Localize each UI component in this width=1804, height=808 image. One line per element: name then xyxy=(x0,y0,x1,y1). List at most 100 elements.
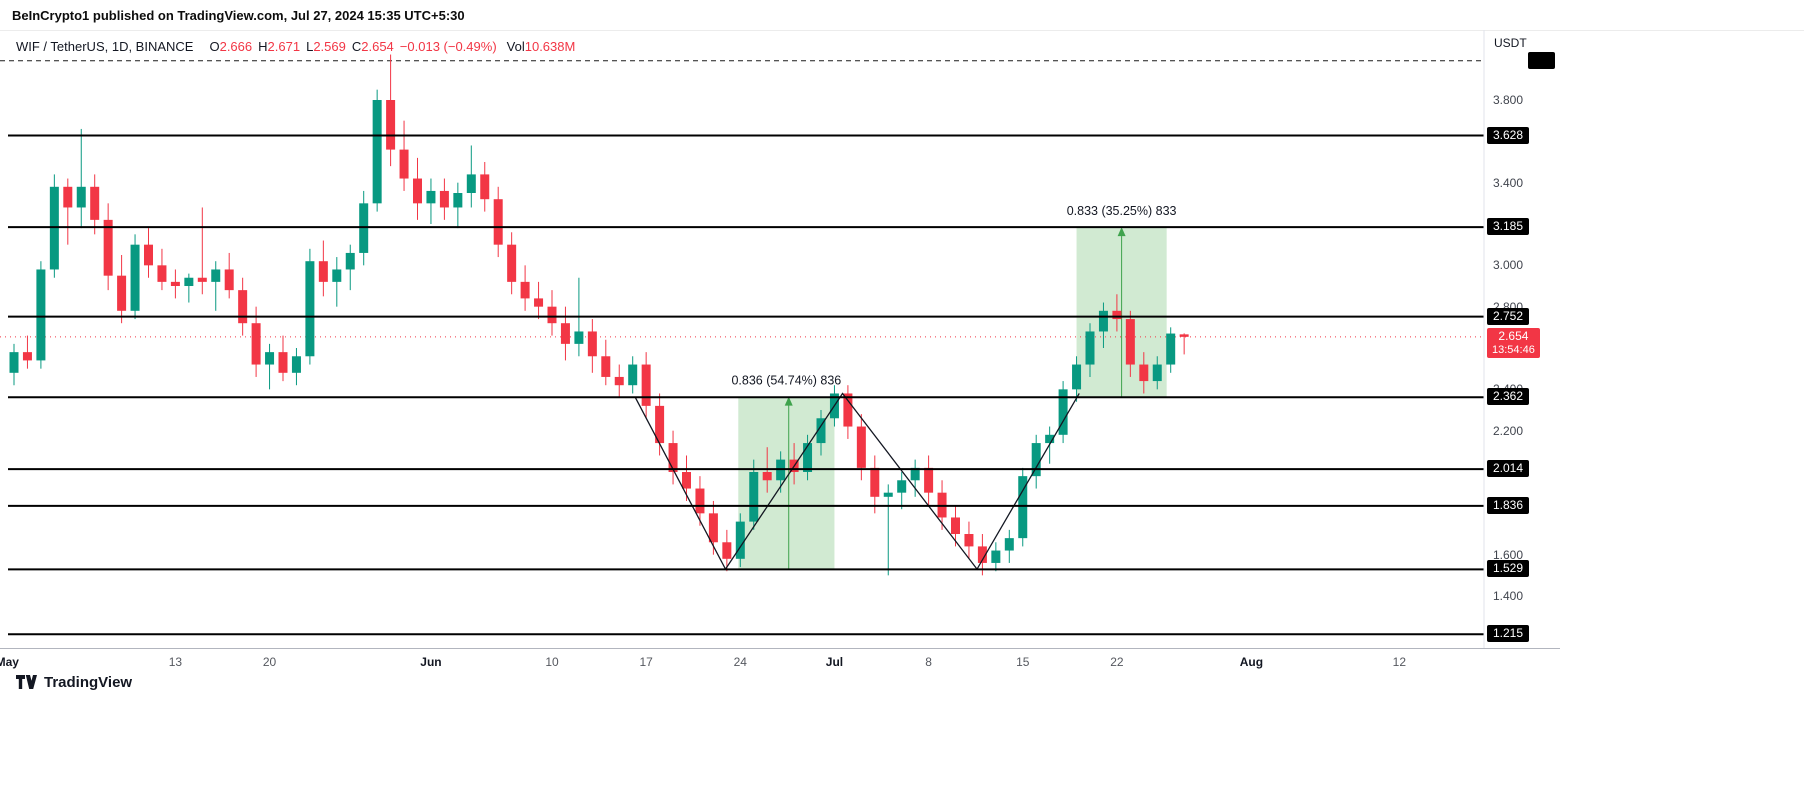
time-month-label: Jul xyxy=(825,655,844,669)
time-month-label: May xyxy=(0,655,19,669)
fib-zone-arrowhead xyxy=(784,396,793,406)
candle-body xyxy=(897,480,907,493)
candle-countdown: 13:54:46 xyxy=(1492,343,1535,356)
candle-body xyxy=(439,190,449,208)
candle-body xyxy=(305,261,315,357)
close-value: 2.654 xyxy=(361,39,394,54)
candle-body xyxy=(1085,331,1095,365)
currency-label: USDT xyxy=(1494,36,1527,50)
time-month-label: Jun xyxy=(420,655,442,669)
candlestick-chart[interactable]: 0.836 (54.74%) 836 0.833 (35.25%) 833 xyxy=(0,0,1560,700)
tradingview-logo[interactable]: TradingView xyxy=(16,674,132,691)
fib-zone-arrowhead xyxy=(1117,227,1126,237)
candle-body xyxy=(493,199,503,245)
time-day-label: 17 xyxy=(639,655,653,669)
time-day-label: 10 xyxy=(545,655,559,669)
candle-body xyxy=(1152,364,1162,382)
candle-body xyxy=(708,513,718,543)
candle-body xyxy=(601,356,611,377)
volume-value: 10.638M xyxy=(524,39,576,54)
time-day-label: 24 xyxy=(733,655,747,669)
candle-body xyxy=(63,186,73,208)
candle-body xyxy=(291,356,301,373)
open-label: O xyxy=(209,39,220,54)
candle-body xyxy=(560,323,570,344)
time-day-label: 20 xyxy=(262,655,277,669)
candle-body xyxy=(49,186,59,270)
price-level-badge: 2.362 xyxy=(1487,388,1530,406)
candle-body xyxy=(951,517,960,535)
candle-body xyxy=(9,352,19,373)
candle-body xyxy=(197,277,207,282)
candle-body xyxy=(453,193,463,208)
open-value: 2.666 xyxy=(219,39,253,54)
tradingview-logo-icon xyxy=(16,675,37,689)
candle-body xyxy=(251,323,261,365)
candle-body xyxy=(359,203,369,253)
close-label: C xyxy=(351,39,362,54)
candle-body xyxy=(1031,443,1041,477)
price-axis[interactable]: 3.8003.4003.0002.8002.4002.2001.6001.400… xyxy=(1484,0,1574,648)
candle-body xyxy=(372,100,382,204)
candle-body xyxy=(964,534,974,547)
candle-body xyxy=(386,100,396,150)
candle-body xyxy=(641,364,651,406)
chart-legend: WIF / TetherUS, 1D, BINANCE O2.666 H2.671 L… xyxy=(16,39,575,54)
candle-body xyxy=(534,298,544,307)
candle-body xyxy=(480,174,490,200)
tradingview-logo-text: TradingView xyxy=(44,674,133,691)
candle-body xyxy=(170,281,180,287)
low-label: L xyxy=(306,39,314,54)
price-level-badge: 1.836 xyxy=(1487,496,1530,514)
high-label: H xyxy=(258,39,268,54)
candle-body xyxy=(466,174,476,194)
publish-text: BeInCrypto1 published on TradingView.com… xyxy=(12,8,465,23)
candle-body xyxy=(628,364,638,386)
candle-body xyxy=(22,352,32,361)
cutoff-price-badge xyxy=(1528,52,1555,69)
price-level-badge: 1.215 xyxy=(1487,625,1530,643)
candle-body xyxy=(856,426,866,468)
candle-body xyxy=(1018,476,1028,539)
volume-label: Vol xyxy=(506,39,525,54)
trend-zigzag xyxy=(634,392,1080,571)
candle-body xyxy=(682,472,691,489)
candle-body xyxy=(803,443,813,473)
candle-body xyxy=(722,542,732,559)
candle-body xyxy=(157,265,167,282)
fib-zone-label: 0.836 (54.74%) 836 xyxy=(731,374,841,388)
candle-body xyxy=(76,186,86,208)
candle-body xyxy=(520,281,530,299)
candle-body xyxy=(318,261,328,282)
change-value: −0.013 (−0.49%) xyxy=(399,39,497,54)
candle-body xyxy=(1112,310,1122,320)
candle-body xyxy=(1139,364,1149,382)
candle-body xyxy=(1072,364,1082,390)
candle-body xyxy=(749,472,759,522)
candle-body xyxy=(870,467,880,497)
candle-body xyxy=(843,393,853,427)
candle-body xyxy=(695,488,705,514)
candle-body xyxy=(507,244,517,282)
time-day-label: 12 xyxy=(1392,655,1407,669)
low-value: 2.569 xyxy=(313,39,346,54)
candle-body xyxy=(924,467,934,493)
candle-body xyxy=(614,376,624,386)
candle-body xyxy=(103,219,113,276)
candle-body xyxy=(910,467,920,481)
publish-header: BeInCrypto1 published on TradingView.com… xyxy=(0,0,1804,31)
candle-body xyxy=(1045,434,1055,444)
time-axis[interactable]: May 13 20 Jun 10 17 24 Jul 8 15 22 Aug 12 xyxy=(0,648,1560,674)
price-tick-label: 2.200 xyxy=(1493,423,1524,438)
candle-body xyxy=(587,331,597,357)
fib-zone-label: 0.833 (35.25%) 833 xyxy=(1067,204,1177,218)
time-month-label: Aug xyxy=(1239,655,1264,669)
candle-body xyxy=(265,352,275,365)
candle-body xyxy=(130,244,140,311)
candle-body xyxy=(211,269,221,282)
price-level-badge: 2.752 xyxy=(1487,307,1530,325)
high-value: 2.671 xyxy=(267,39,301,54)
candle-body xyxy=(547,306,557,324)
candle-body xyxy=(413,178,422,204)
